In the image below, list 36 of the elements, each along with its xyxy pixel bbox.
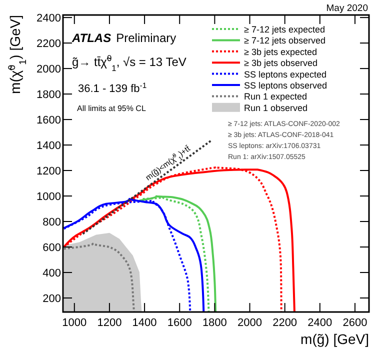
legend-label: SS leptons observed (244, 80, 328, 90)
x-tick-label: 1400 (132, 317, 157, 329)
x-tick-label: 1800 (202, 317, 227, 329)
legend-label: SS leptons expected (244, 69, 327, 80)
annotation: ATLAS Preliminary (71, 31, 176, 45)
y-tick-label: 1200 (36, 166, 61, 178)
x-tick-label: 1000 (62, 317, 87, 329)
legend-label: ≥ 7-12 jets observed (244, 36, 326, 46)
legend-label: ≥ 3b jets expected (244, 46, 317, 57)
x-tick-label: 2200 (272, 317, 298, 329)
y-tick-label: 2200 (36, 38, 61, 50)
y-tick-label: 400 (42, 267, 61, 280)
x-axis-title: m(g̃) [GeV] (300, 331, 369, 347)
line-series (63, 242, 136, 312)
y-tick-label: 800 (42, 216, 61, 228)
text: May 2020 (326, 3, 368, 14)
annotation: 36.1 - 139 fb$^{-1}$ (78, 80, 147, 95)
x-tick-label: 2600 (342, 317, 368, 329)
legend-label: Run 1 observed (244, 102, 308, 113)
y-tick-label: 1800 (36, 89, 61, 102)
annotation: All limits at 95% CL (77, 104, 146, 113)
y-tick-label: 1400 (36, 140, 61, 152)
legend-label: ≥ 7-12 jets expected (244, 24, 325, 34)
y-tick-label: 2400 (36, 12, 61, 25)
x-tick-label: 1600 (167, 317, 192, 329)
x-tick-label: 2400 (308, 317, 332, 329)
annotation: g̃→ tt̄χ̃$^{0}$$_{1}$, √s = 13 TeV (72, 53, 186, 73)
y-tick-label: 1600 (36, 114, 61, 127)
y-tick-label: 600 (42, 242, 61, 254)
y-tick-label: 1000 (36, 191, 61, 204)
x-tick-label: 1200 (97, 317, 122, 329)
legend-label: Run 1 expected (244, 92, 308, 102)
legend-label: ≥ 3b jets observed (244, 58, 318, 68)
x-tick-label: 2000 (238, 317, 262, 329)
y-tick-label: 2000 (36, 64, 61, 76)
y-tick-label: 200 (42, 292, 61, 305)
